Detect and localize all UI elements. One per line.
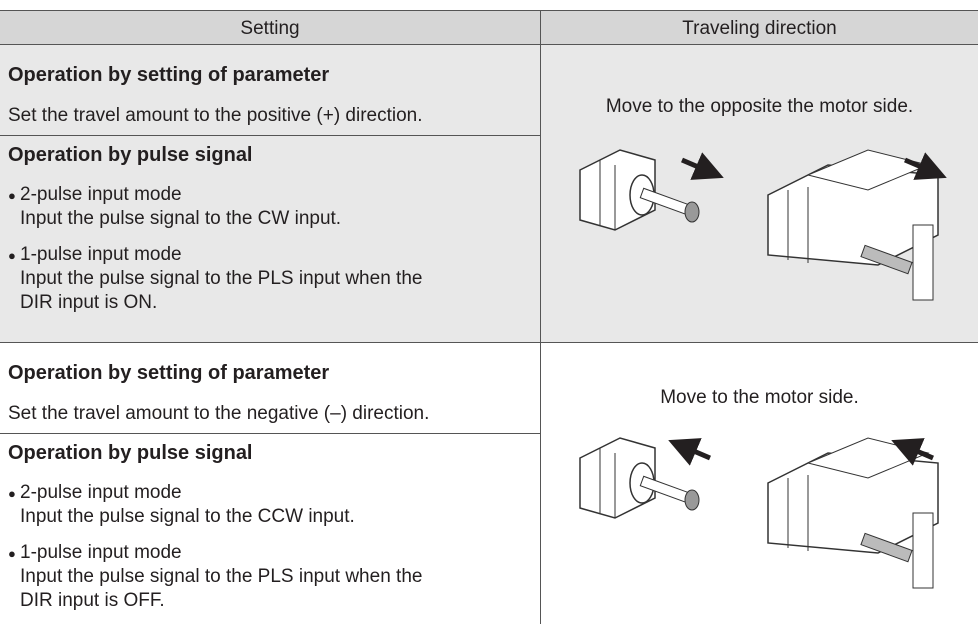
- mode-name: 2-pulse input mode: [20, 184, 182, 205]
- mode-text: DIR input is ON.: [20, 292, 158, 313]
- border: [0, 10, 978, 11]
- arrow: [681, 152, 724, 180]
- arrow: [904, 152, 947, 180]
- arrow: [668, 438, 711, 466]
- actuator-drawing: [767, 149, 939, 301]
- bullet: ●: [8, 546, 16, 561]
- column-header: Traveling direction: [682, 18, 837, 39]
- border: [0, 44, 978, 45]
- section-heading: Operation by setting of parameter: [8, 64, 330, 86]
- mode-name: 2-pulse input mode: [20, 482, 182, 503]
- bullet: ●: [8, 188, 16, 203]
- section-text: Set the travel amount to the negative (–…: [8, 403, 430, 424]
- section-text: Set the travel amount to the positive (+…: [8, 105, 423, 126]
- bullet: ●: [8, 486, 16, 501]
- section-heading: Operation by pulse signal: [8, 144, 253, 166]
- mode-text: Input the pulse signal to the PLS input …: [20, 268, 423, 289]
- column-header: Setting: [240, 18, 300, 39]
- arrow: [891, 438, 934, 466]
- mode-text: Input the pulse signal to the CW input.: [20, 208, 342, 229]
- divider: [0, 135, 540, 136]
- bullet: ●: [8, 248, 16, 263]
- direction-text: Move to the motor side.: [660, 387, 859, 408]
- actuator-drawing: [767, 437, 939, 589]
- mode-name: 1-pulse input mode: [20, 244, 182, 265]
- section-heading: Operation by setting of parameter: [8, 362, 330, 384]
- mode-text: Input the pulse signal to the PLS input …: [20, 566, 423, 587]
- motor-drawing: [579, 437, 700, 519]
- header-bg: [0, 10, 978, 44]
- border: [0, 342, 978, 343]
- divider: [0, 433, 540, 434]
- direction-text: Move to the opposite the motor side.: [605, 96, 914, 117]
- mode-text: Input the pulse signal to the CCW input.: [20, 506, 355, 527]
- mode-text: DIR input is OFF.: [20, 590, 165, 611]
- mode-name: 1-pulse input mode: [20, 542, 182, 563]
- section-heading: Operation by pulse signal: [8, 442, 253, 464]
- border: [540, 10, 541, 624]
